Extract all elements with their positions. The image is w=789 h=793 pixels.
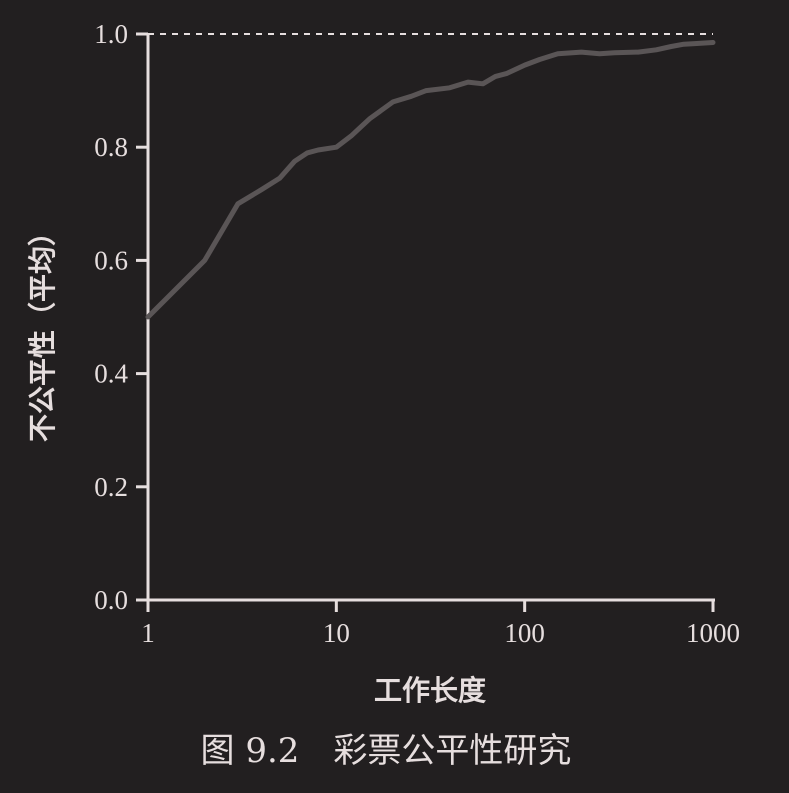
y-tick-label: 0.2 [94, 472, 128, 502]
series-line [145, 40, 716, 320]
x-tick-label: 100 [504, 618, 545, 648]
y-tick-label: 1.0 [94, 19, 128, 49]
y-tick-label: 0.6 [94, 245, 128, 275]
y-axis-title: 不公平性（平均） [26, 218, 59, 442]
series-layer [145, 40, 716, 320]
y-tick-label: 0.0 [94, 585, 128, 615]
x-tick-label: 10 [323, 618, 350, 648]
y-tick-label: 0.4 [94, 359, 128, 389]
x-tick-label: 1 [141, 618, 155, 648]
figure-caption: 图 9.2 彩票公平性研究 [201, 731, 572, 771]
x-ticks: 1 10 100 1000 [141, 600, 740, 648]
y-tick-label: 0.8 [94, 132, 128, 162]
y-ticks: 0.0 0.2 0.4 0.6 0.8 1.0 [94, 19, 148, 615]
x-tick-label: 1000 [686, 618, 740, 648]
x-axis-title: 工作长度 [374, 674, 486, 707]
